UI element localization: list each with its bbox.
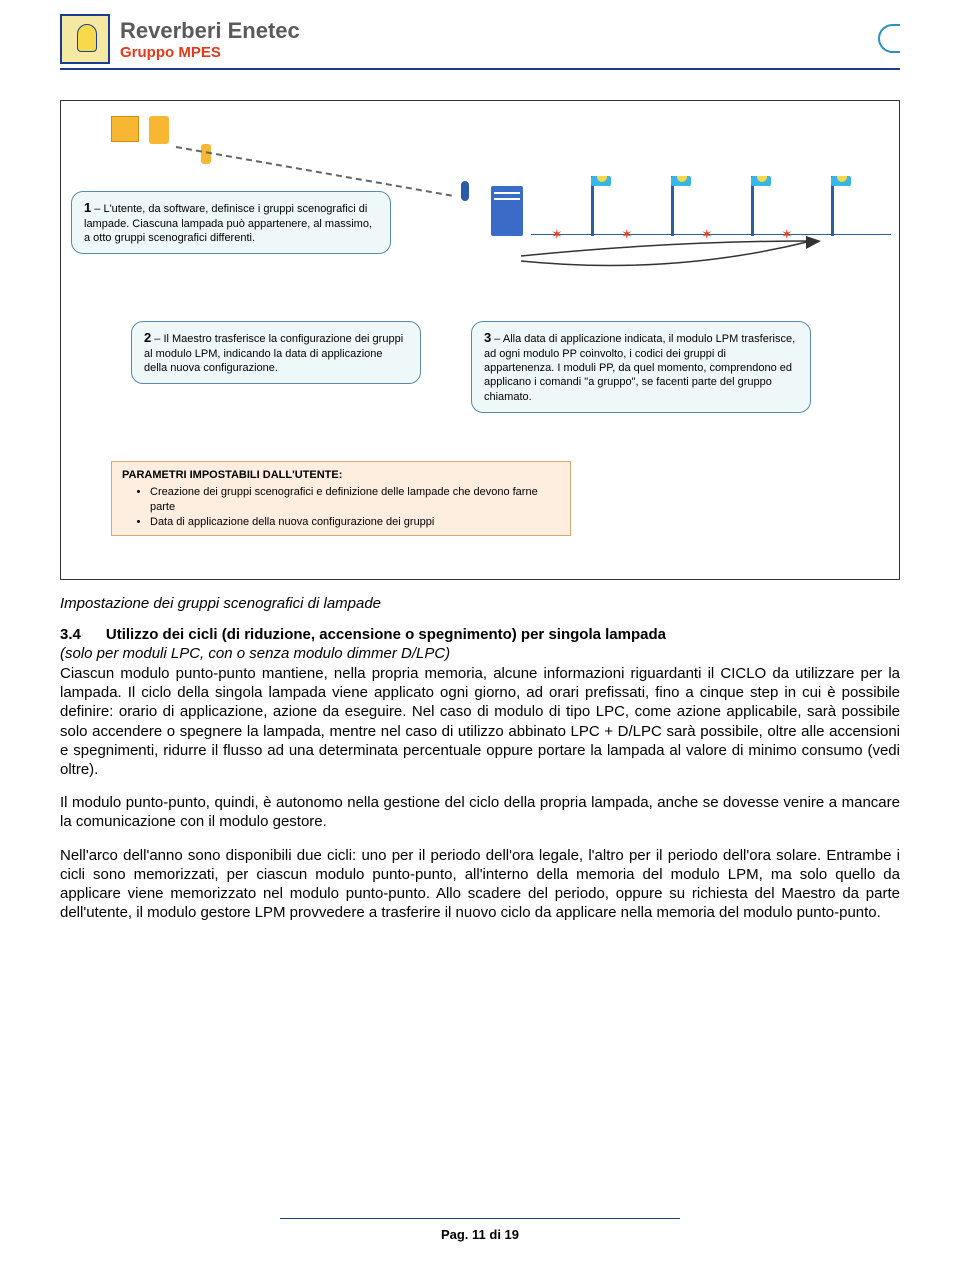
page-header: Reverberi Enetec Gruppo MPES [60, 10, 900, 70]
parameters-box: PARAMETRI IMPOSTABILI DALL'UTENTE: Creaz… [111, 461, 571, 536]
logo-title: Reverberi Enetec [120, 18, 300, 44]
logo-text: Reverberi Enetec Gruppo MPES [120, 18, 300, 61]
spark-icon: ✶ [621, 226, 633, 243]
section-subtitle: (solo per moduli LPC, con o senza modulo… [60, 645, 900, 662]
callout-3: 3 – Alla data di applicazione indicata, … [471, 321, 811, 413]
param-item: Creazione dei gruppi scenografici e defi… [150, 485, 560, 515]
arrow-icon [521, 231, 821, 271]
params-title: PARAMETRI IMPOSTABILI DALL'UTENTE: [122, 469, 342, 481]
callout-2: 2 – Il Maestro trasferisce la configuraz… [131, 321, 421, 384]
param-item: Data di applicazione della nuova configu… [150, 515, 560, 530]
main-content: ✶ ✶ ✶ ✶ 1 – L'utente, da software, defin… [60, 100, 900, 936]
callout-text: – Il Maestro trasferisce la configurazio… [144, 333, 403, 374]
spark-icon: ✶ [781, 226, 793, 243]
diagram-frame: ✶ ✶ ✶ ✶ 1 – L'utente, da software, defin… [60, 100, 900, 580]
paragraph-1: Ciascun modulo punto-punto mantiene, nel… [60, 664, 900, 779]
computer-icon [111, 116, 139, 142]
page-number: Pag. 11 di 19 [441, 1227, 519, 1242]
lamp-icon [591, 176, 594, 236]
spark-icon: ✶ [551, 226, 563, 243]
spark-icon: ✶ [701, 226, 713, 243]
lamp-icon [751, 176, 754, 236]
callout-text: – Alla data di applicazione indicata, il… [484, 333, 795, 403]
page-footer: Pag. 11 di 19 [0, 1218, 960, 1242]
sun-icon [860, 14, 900, 64]
disk-icon [149, 116, 169, 144]
wireless-link-line [176, 146, 452, 197]
lamp-icon [671, 176, 674, 236]
callout-1: 1 – L'utente, da software, definisce i g… [71, 191, 391, 254]
section-heading: 3.4 Utilizzo dei cicli (di riduzione, ac… [60, 626, 900, 643]
callout-text: – L'utente, da software, definisce i gru… [84, 203, 372, 244]
section-title-text: Utilizzo dei cicli (di riduzione, accens… [106, 626, 666, 643]
server-icon [491, 186, 523, 236]
section-number: 3.4 [60, 626, 81, 643]
figure-caption: Impostazione dei gruppi scenografici di … [60, 595, 900, 612]
lamp-icon [831, 176, 834, 236]
logo-block: Reverberi Enetec Gruppo MPES [60, 14, 300, 64]
antenna-icon [461, 181, 469, 201]
paragraph-3: Nell'arco dell'anno sono disponibili due… [60, 846, 900, 923]
bulb-logo-icon [60, 14, 110, 64]
paragraph-2: Il modulo punto-punto, quindi, è autonom… [60, 793, 900, 831]
logo-subtitle: Gruppo MPES [120, 44, 300, 61]
